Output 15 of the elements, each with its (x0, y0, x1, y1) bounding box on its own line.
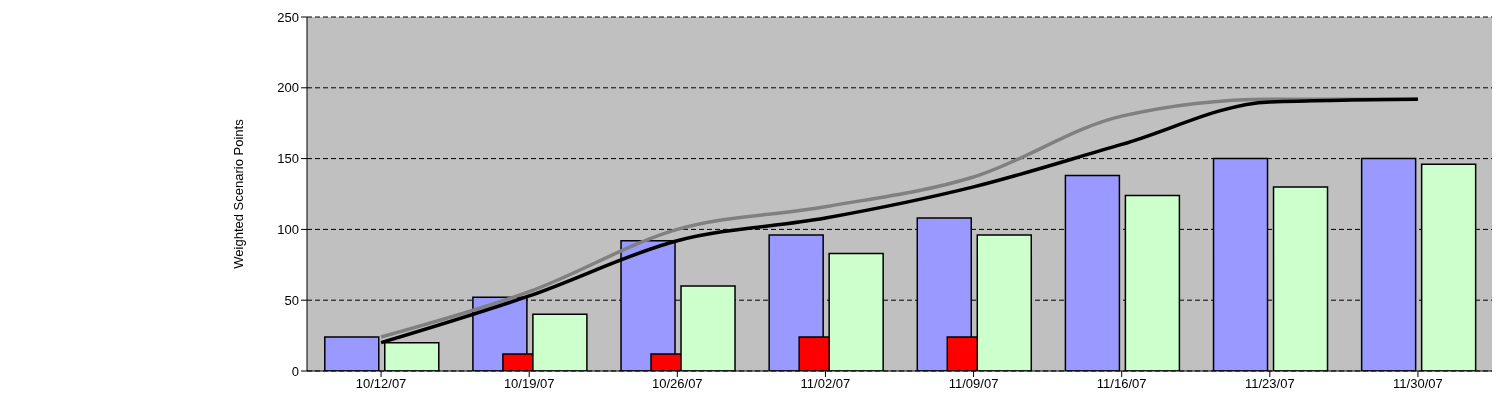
y-tick-label: 150 (277, 151, 299, 167)
y-tick-label: 200 (277, 80, 299, 96)
y-tick-label: 250 (277, 9, 299, 25)
x-tick-label: 10/12/07 (355, 376, 407, 392)
x-tick-label: 11/09/07 (948, 376, 999, 392)
y-tick-label: 0 (291, 363, 299, 379)
x-tick-label: 10/26/07 (652, 376, 703, 392)
y-axis-title: Weighted Scenario Points (230, 118, 246, 269)
x-tick-label: 11/30/07 (1393, 376, 1443, 392)
x-tick-label: 11/16/07 (1096, 376, 1147, 392)
y-tick-label: 50 (284, 292, 299, 308)
x-tick-label: 10/19/07 (503, 376, 555, 392)
y-tick-label: 100 (277, 222, 299, 238)
x-tick-label: 11/23/07 (1244, 376, 1295, 392)
x-tick-label: 11/02/07 (800, 376, 851, 392)
